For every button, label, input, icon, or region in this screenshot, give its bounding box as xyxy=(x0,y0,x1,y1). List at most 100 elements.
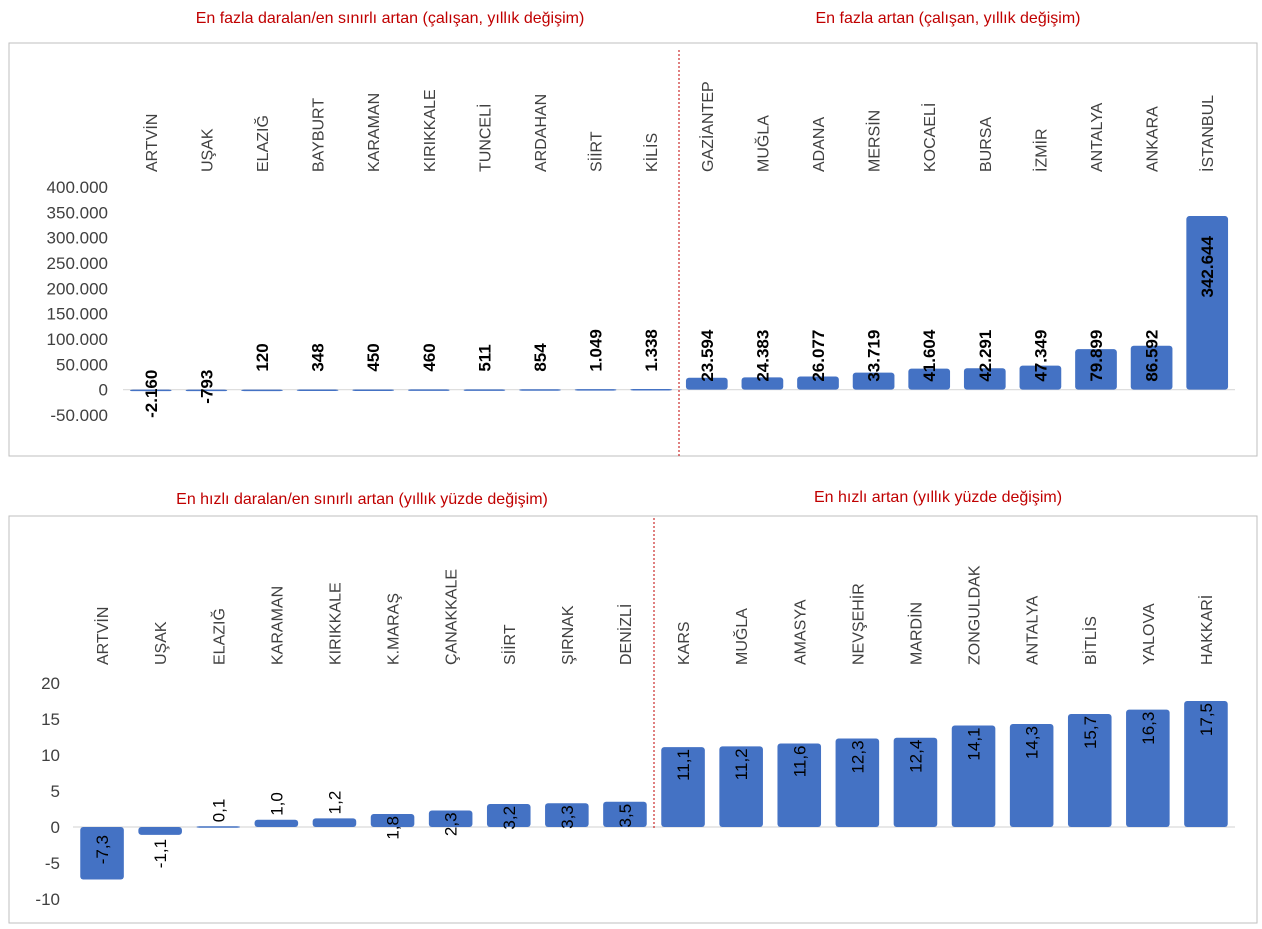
category-label: İZMİR xyxy=(1031,128,1050,172)
bar xyxy=(129,389,172,392)
y-tick: 150.000 xyxy=(47,305,108,324)
data-label: 3,2 xyxy=(500,806,519,830)
bar xyxy=(254,819,299,827)
chart-title-left: En fazla daralan/en sınırlı artan (çalış… xyxy=(196,10,585,27)
bar xyxy=(574,389,617,391)
data-label: 23.594 xyxy=(698,329,717,382)
data-label: 15,7 xyxy=(1081,716,1100,749)
bar xyxy=(352,389,395,391)
y-tick: 200.000 xyxy=(47,279,108,298)
bar xyxy=(1126,709,1170,827)
bar xyxy=(486,803,531,827)
data-label: 460 xyxy=(420,343,439,371)
data-label: 12,4 xyxy=(906,740,925,773)
bar xyxy=(1130,345,1173,390)
chart-frame xyxy=(8,515,1258,924)
category-label: ANKARA xyxy=(1145,106,1162,172)
category-label: KIRIKKALE xyxy=(422,89,439,172)
category-label: MARDİN xyxy=(906,602,925,665)
chart-title-left: En hızlı daralan/en sınırlı artan (yıllı… xyxy=(176,491,548,508)
chart-panel-percent-change: En hızlı daralan/en sınırlı artan (yıllı… xyxy=(8,489,1258,924)
data-label: 11,1 xyxy=(674,749,693,781)
y-tick: 50.000 xyxy=(56,355,108,374)
bar xyxy=(893,737,938,827)
y-tick: 15 xyxy=(41,710,60,729)
bar xyxy=(428,810,473,827)
category-label: ELAZIĞ xyxy=(253,115,272,172)
bar xyxy=(296,389,339,391)
data-label: 11,6 xyxy=(790,745,809,777)
data-label: 450 xyxy=(364,343,383,371)
y-tick: -5 xyxy=(45,854,60,873)
bar xyxy=(80,827,124,880)
category-label: GAZİANTEP xyxy=(698,81,717,172)
category-label: SİİRT xyxy=(500,624,519,665)
bar xyxy=(138,827,182,835)
category-label: KARAMAN xyxy=(269,586,286,665)
data-label: 1,8 xyxy=(384,816,403,840)
bar xyxy=(407,389,450,391)
category-label: ANTALYA xyxy=(1089,102,1106,172)
category-label: ÇANAKKALE xyxy=(444,569,461,665)
bar xyxy=(1075,349,1117,390)
bar xyxy=(835,738,880,827)
category-label: TUNCELİ xyxy=(475,104,494,172)
data-label: -793 xyxy=(197,370,216,404)
category-label: MUĞLA xyxy=(732,608,751,665)
bar xyxy=(1019,365,1062,390)
category-label: ARTVİN xyxy=(142,114,161,172)
y-axis-ticks: 400.000 350.000 300.000 250.000 200.000 … xyxy=(47,178,108,425)
category-label: ARDAHAN xyxy=(533,94,550,172)
bar xyxy=(777,743,822,827)
category-label: ELAZIĞ xyxy=(209,608,228,665)
y-axis-ticks: 20 15 10 5 0 -5 -10 xyxy=(35,674,60,909)
data-label: 342.644 xyxy=(1198,236,1217,298)
bar xyxy=(797,376,839,390)
category-label: ARTVİN xyxy=(93,607,112,665)
y-tick: 400.000 xyxy=(47,178,108,197)
data-label: 11,2 xyxy=(732,748,751,780)
data-label: 24.383 xyxy=(753,330,772,382)
y-tick: 5 xyxy=(51,782,60,801)
y-tick: 350.000 xyxy=(47,203,108,222)
data-label: 0,1 xyxy=(209,799,228,823)
category-label: KİLİS xyxy=(642,133,661,172)
category-label: NEVŞEHİR xyxy=(848,583,867,665)
data-label: -7,3 xyxy=(93,835,112,864)
data-label: 86.592 xyxy=(1143,330,1162,382)
data-label: 348 xyxy=(309,343,328,371)
chart-title-right: En hızlı artan (yıllık yüzde değişim) xyxy=(814,489,1062,506)
bar xyxy=(1184,701,1228,827)
data-label: 33.719 xyxy=(865,330,884,382)
data-label: 1.049 xyxy=(587,329,606,372)
bar xyxy=(685,377,728,390)
y-tick: 300.000 xyxy=(47,229,108,248)
category-label: BURSA xyxy=(978,117,995,172)
data-label: 26.077 xyxy=(809,330,828,382)
data-label: 3,3 xyxy=(558,805,577,829)
y-tick: 20 xyxy=(41,674,60,693)
category-label: YALOVA xyxy=(1141,603,1158,665)
bar xyxy=(630,388,673,391)
data-label: 854 xyxy=(531,343,550,372)
y-tick: 0 xyxy=(51,818,60,837)
category-label: ANTALYA xyxy=(1025,595,1042,665)
bar xyxy=(603,801,647,827)
y-tick: 10 xyxy=(41,746,60,765)
category-label: İSTANBUL xyxy=(1198,95,1217,172)
data-label: -2.160 xyxy=(142,370,161,418)
category-label: KARAMAN xyxy=(366,93,383,172)
bar xyxy=(241,389,283,392)
bar xyxy=(519,389,561,391)
bar xyxy=(951,725,996,827)
bar xyxy=(545,803,589,827)
data-label: 511 xyxy=(475,344,494,371)
bar xyxy=(463,389,506,391)
bar xyxy=(1009,724,1054,827)
bar xyxy=(370,814,415,827)
data-label: 1,2 xyxy=(325,791,344,815)
category-label: KOCAELİ xyxy=(920,103,939,172)
y-tick: 100.000 xyxy=(47,330,108,349)
category-label: BİTLİS xyxy=(1081,616,1100,665)
